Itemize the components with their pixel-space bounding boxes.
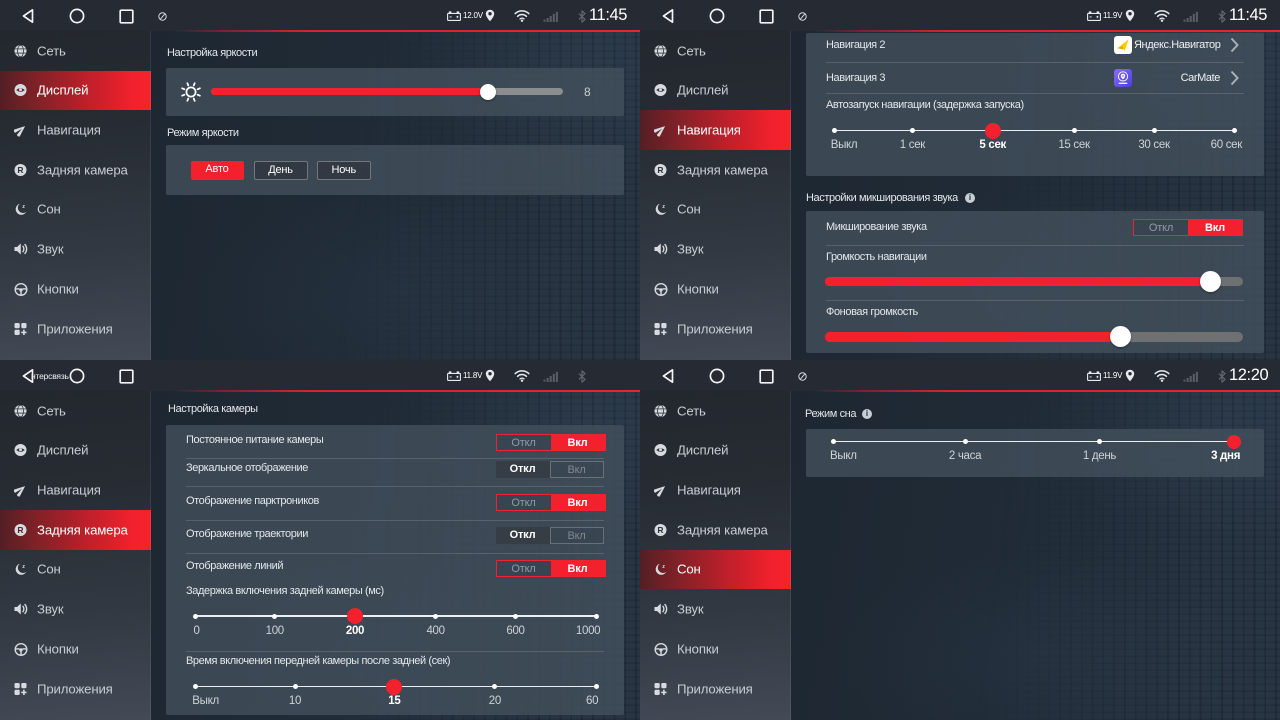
svg-text:z: z: [22, 204, 25, 210]
svg-text:z: z: [662, 204, 665, 210]
svg-text:R: R: [657, 165, 663, 175]
svg-text:R: R: [657, 525, 663, 535]
svg-text:R: R: [17, 165, 23, 175]
svg-text:R: R: [17, 525, 23, 535]
svg-text:z: z: [662, 564, 665, 570]
svg-text:z: z: [22, 564, 25, 570]
